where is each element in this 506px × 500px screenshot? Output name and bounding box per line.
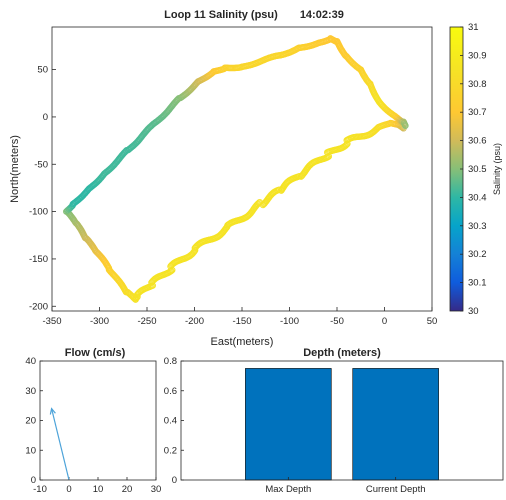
x-tick-label: -350 <box>42 316 61 327</box>
x-tick-label: -50 <box>330 316 344 327</box>
colorbar: 30 30.1 30.2 30.3 30.4 30.5 30.6 30.7 30.8 30.9 31… <box>449 22 502 317</box>
track-xlabel: East(meters) <box>211 336 274 348</box>
flow-axes-box <box>39 360 157 481</box>
track-point <box>278 186 286 193</box>
depth-category-label: Current Depth <box>366 484 426 495</box>
y-tick-label: -50 <box>34 159 48 170</box>
flow-x-tick-label: 30 <box>151 484 162 495</box>
track-points <box>63 35 409 303</box>
track-point <box>299 171 306 179</box>
y-tick-label: -100 <box>29 207 48 218</box>
colorbar-tick-label: 30.3 <box>468 221 487 232</box>
colorbar-tick-label: 31 <box>468 22 479 33</box>
flow-y-tick-label: 30 <box>25 386 36 397</box>
track-plot-title: Loop 11 Salinity (psu) 14:02:39 <box>164 9 344 21</box>
track-point <box>298 172 306 180</box>
x-tick-label: -250 <box>137 316 156 327</box>
track-point <box>107 268 114 275</box>
depth-y-tick-label: 0.6 <box>164 386 177 397</box>
track-axes-box <box>51 26 433 312</box>
flow-y-tick-label: 10 <box>25 445 36 456</box>
track-axes-ticks: -350 -300 -250 -200 -150 -100 -50 0 50 -200 -150 -1… <box>29 65 437 327</box>
track-ylabel: North(meters) <box>9 135 21 203</box>
colorbar-tick-label: 30.7 <box>468 107 487 118</box>
depth-title: Depth (meters) <box>303 347 381 359</box>
track-point <box>344 136 351 143</box>
colorbar-tick-label: 30.6 <box>468 136 487 147</box>
x-tick-label: -200 <box>185 316 204 327</box>
track-plot: Loop 11 Salinity (psu) 14:02:39 -350 -300-… <box>9 9 437 348</box>
flow-x-tick-label: 0 <box>66 484 71 495</box>
flow-arrow-shaft <box>51 408 70 481</box>
depth-y-tick-label: 0.2 <box>164 445 177 456</box>
flow-y-tick-label: 0 <box>31 475 36 486</box>
colorbar-tick-label: 30 <box>468 306 479 317</box>
depth-plot: Depth (meters) Max Depth Current Depth 0 0.… <box>164 347 504 495</box>
flow-arrow-head <box>49 407 56 415</box>
flow-title: Flow (cm/s) <box>65 347 126 359</box>
colorbar-tick-label: 30.1 <box>468 278 487 289</box>
y-tick-label: -200 <box>29 301 48 312</box>
flow-x-tick-label: 20 <box>122 484 133 495</box>
track-title-text: Loop 11 Salinity (psu) <box>164 9 278 21</box>
colorbar-ticks: 30 30.1 30.2 30.3 30.4 30.5 30.6 30.7 30.8 30.9 31 <box>460 22 487 317</box>
track-point <box>402 122 409 129</box>
colorbar-tick-label: 30.2 <box>468 249 487 260</box>
flow-x-tick-label: 10 <box>93 484 104 495</box>
x-tick-label: -300 <box>90 316 109 327</box>
depth-bar <box>352 368 439 481</box>
flow-y-tick-label: 20 <box>25 416 36 427</box>
y-tick-label: 0 <box>43 112 48 123</box>
colorbar-tick-label: 30.4 <box>468 192 487 203</box>
track-time-text: 14:02:39 <box>300 9 344 21</box>
x-tick-label: -150 <box>232 316 251 327</box>
y-tick-label: -150 <box>29 254 48 265</box>
depth-axes-box <box>180 360 504 481</box>
depth-axes-ticks: Max Depth Current Depth 0 0.2 0.4 0.6 0.8 <box>164 356 426 495</box>
depth-y-tick-label: 0 <box>172 475 177 486</box>
flow-arrow <box>49 407 70 481</box>
depth-category-label: Max Depth <box>265 484 311 495</box>
flow-x-tick-label: -10 <box>33 484 47 495</box>
colorbar-tick-label: 30.8 <box>468 79 487 90</box>
flow-y-tick-label: 40 <box>25 356 36 367</box>
x-tick-label: 0 <box>382 316 387 327</box>
colorbar-tick-label: 30.9 <box>468 50 487 61</box>
x-tick-label: 50 <box>427 316 438 327</box>
colorbar-label: Salinity (psu) <box>492 143 502 195</box>
depth-y-tick-label: 0.4 <box>164 416 177 427</box>
depth-y-tick-label: 0.8 <box>164 356 177 367</box>
y-tick-label: 50 <box>37 65 48 76</box>
colorbar-tick-label: 30.5 <box>468 164 487 175</box>
depth-bars <box>245 368 439 481</box>
x-tick-label: -100 <box>280 316 299 327</box>
depth-bar <box>245 368 332 481</box>
